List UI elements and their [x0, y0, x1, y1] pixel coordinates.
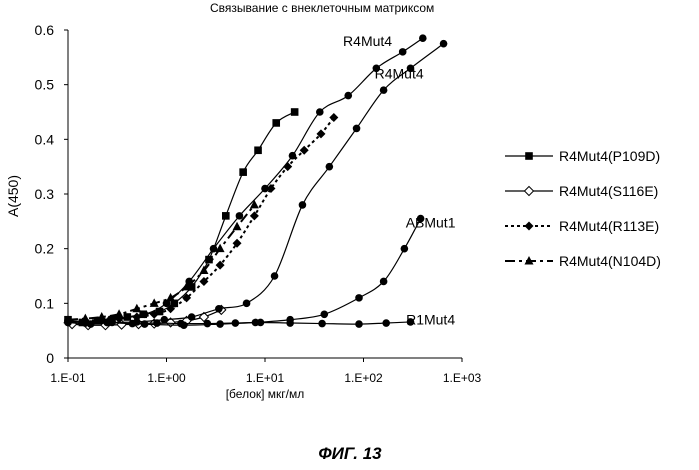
- data-point: [355, 294, 363, 302]
- legend-marker: [525, 152, 533, 160]
- data-point: [401, 245, 409, 253]
- x-tick-label: 1.E+00: [147, 371, 186, 385]
- data-point: [232, 319, 240, 327]
- data-point: [382, 319, 390, 327]
- data-point: [216, 320, 224, 328]
- data-point: [440, 40, 448, 48]
- data-point: [177, 320, 185, 328]
- data-point: [289, 152, 297, 160]
- data-point: [153, 319, 161, 327]
- x-ticks: 1.E-01 1.E+00 1.E+01 1.E+02 1.E+03: [50, 358, 481, 385]
- chart-title: Связывание с внеклеточным матриксом: [210, 1, 434, 15]
- data-point: [210, 245, 218, 253]
- series-4: [64, 34, 426, 326]
- y-tick-label: 0.1: [35, 295, 55, 311]
- figure-caption: ФИГ. 13: [318, 444, 382, 463]
- legend-marker: [525, 187, 534, 196]
- data-point: [380, 86, 388, 94]
- x-tick-label: 1.E+01: [246, 371, 285, 385]
- data-point: [321, 310, 329, 318]
- series-line: [68, 205, 254, 320]
- chart: Связывание с внеклеточным матриксом 0 0.1…: [0, 0, 699, 470]
- data-point: [329, 113, 338, 122]
- data-point: [222, 212, 230, 220]
- series-annotation: R4Mut4: [343, 33, 392, 49]
- data-point: [129, 320, 137, 328]
- data-point: [64, 317, 72, 325]
- legend-label: R4Mut4(P109D): [559, 148, 660, 164]
- data-point: [261, 185, 269, 193]
- data-point: [380, 278, 388, 286]
- data-point: [141, 320, 149, 328]
- legend: R4Mut4(P109D) R4Mut4(S116E) R4Mut4(R113E) R…: [505, 148, 661, 269]
- data-point: [236, 212, 244, 220]
- data-point: [271, 272, 279, 280]
- series-line: [68, 38, 423, 322]
- y-tick-label: 0.4: [35, 131, 55, 147]
- series-line: [68, 117, 334, 322]
- legend-label: R4Mut4(N104D): [559, 253, 661, 269]
- series-annotation: R4Mut4: [375, 66, 424, 82]
- annotation-layer: R4Mut4 R4Mut4 ABMut1 R1Mut4: [343, 33, 456, 328]
- series-0: [64, 108, 298, 326]
- data-point: [185, 278, 193, 286]
- data-point: [326, 163, 334, 171]
- series-5: [64, 40, 447, 328]
- data-point: [257, 319, 265, 327]
- data-point: [250, 200, 259, 209]
- data-point: [161, 316, 169, 324]
- y-tick-label: 0.3: [35, 186, 55, 202]
- data-point: [204, 320, 212, 328]
- data-point: [141, 310, 149, 318]
- data-point: [215, 305, 223, 313]
- x-tick-label: 1.E-01: [50, 371, 86, 385]
- data-point: [344, 92, 352, 100]
- data-point: [250, 211, 259, 220]
- data-point: [353, 125, 361, 133]
- y-tick-label: 0.5: [35, 77, 55, 93]
- data-point: [316, 108, 324, 116]
- data-point: [254, 146, 262, 154]
- data-point: [239, 168, 247, 176]
- legend-marker: [525, 222, 534, 231]
- series-2: [64, 113, 339, 327]
- data-point: [163, 300, 171, 308]
- data-point: [355, 320, 363, 328]
- x-tick-label: 1.E+02: [344, 371, 383, 385]
- data-point: [243, 300, 251, 308]
- data-point: [286, 319, 294, 327]
- y-tick-label: 0.6: [35, 22, 55, 38]
- series-annotation: ABMut1: [406, 214, 456, 230]
- x-tick-label: 1.E+03: [443, 371, 482, 385]
- data-point: [299, 201, 307, 209]
- data-point: [272, 119, 280, 127]
- series-annotation: R1Mut4: [406, 312, 455, 328]
- data-point: [132, 304, 141, 313]
- series-line: [68, 219, 421, 326]
- legend-label: R4Mut4(R113E): [559, 218, 659, 234]
- y-tick-label: 0.2: [35, 241, 55, 257]
- legend-label: R4Mut4(S116E): [559, 183, 658, 199]
- y-axis-label: A(450): [5, 175, 21, 217]
- y-tick-label: 0: [46, 350, 54, 366]
- data-point: [115, 309, 124, 318]
- data-point: [318, 320, 326, 328]
- data-point: [399, 48, 407, 56]
- y-ticks: 0 0.1 0.2 0.3 0.4 0.5 0.6: [35, 22, 68, 366]
- data-point: [103, 319, 111, 327]
- data-point: [82, 319, 90, 327]
- data-point: [188, 313, 196, 321]
- data-point: [419, 34, 427, 42]
- data-point: [291, 108, 299, 116]
- x-axis-label: [белок] мкг/мл: [226, 387, 305, 401]
